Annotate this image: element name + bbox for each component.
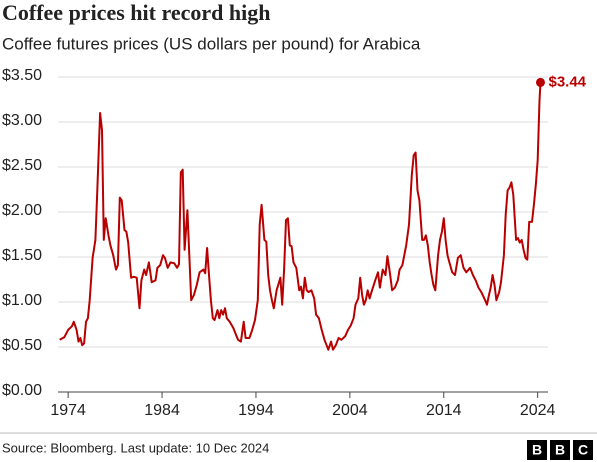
logo-block (573, 440, 593, 460)
x-tick-label: 1994 (238, 402, 274, 419)
logo-letter: B (532, 442, 542, 458)
chart-title: Coffee prices hit record high (2, 0, 270, 25)
line-series (59, 82, 542, 351)
end-label: $3.44 (548, 73, 586, 90)
end-point (535, 77, 545, 87)
y-tick-label: $0.50 (2, 337, 42, 354)
y-tick-label: $1.00 (2, 292, 42, 309)
y-tick-label: $1.50 (2, 247, 42, 264)
y-tick-label: $2.00 (2, 202, 42, 219)
x-tick-label: 1974 (50, 402, 86, 419)
source: Source: Bloomberg. Last update: 10 Dec 2… (2, 440, 269, 455)
chart-subtitle: Coffee futures prices (US dollars per po… (2, 34, 421, 53)
logo-block (550, 440, 570, 460)
y-tick-label: $2.50 (2, 157, 42, 174)
y-tick-label: $3.50 (2, 67, 42, 84)
x-tick-label: 2004 (332, 402, 368, 419)
y-tick-label: $0.00 (2, 382, 42, 399)
logo-letter: B (555, 442, 565, 458)
x-tick-label: 2024 (520, 402, 556, 419)
x-tick-label: 2014 (426, 402, 462, 419)
y-tick-label: $3.00 (2, 112, 42, 129)
x-tick-label: 1984 (144, 402, 180, 419)
logo-letter: C (578, 442, 588, 458)
logo-block (527, 440, 547, 460)
